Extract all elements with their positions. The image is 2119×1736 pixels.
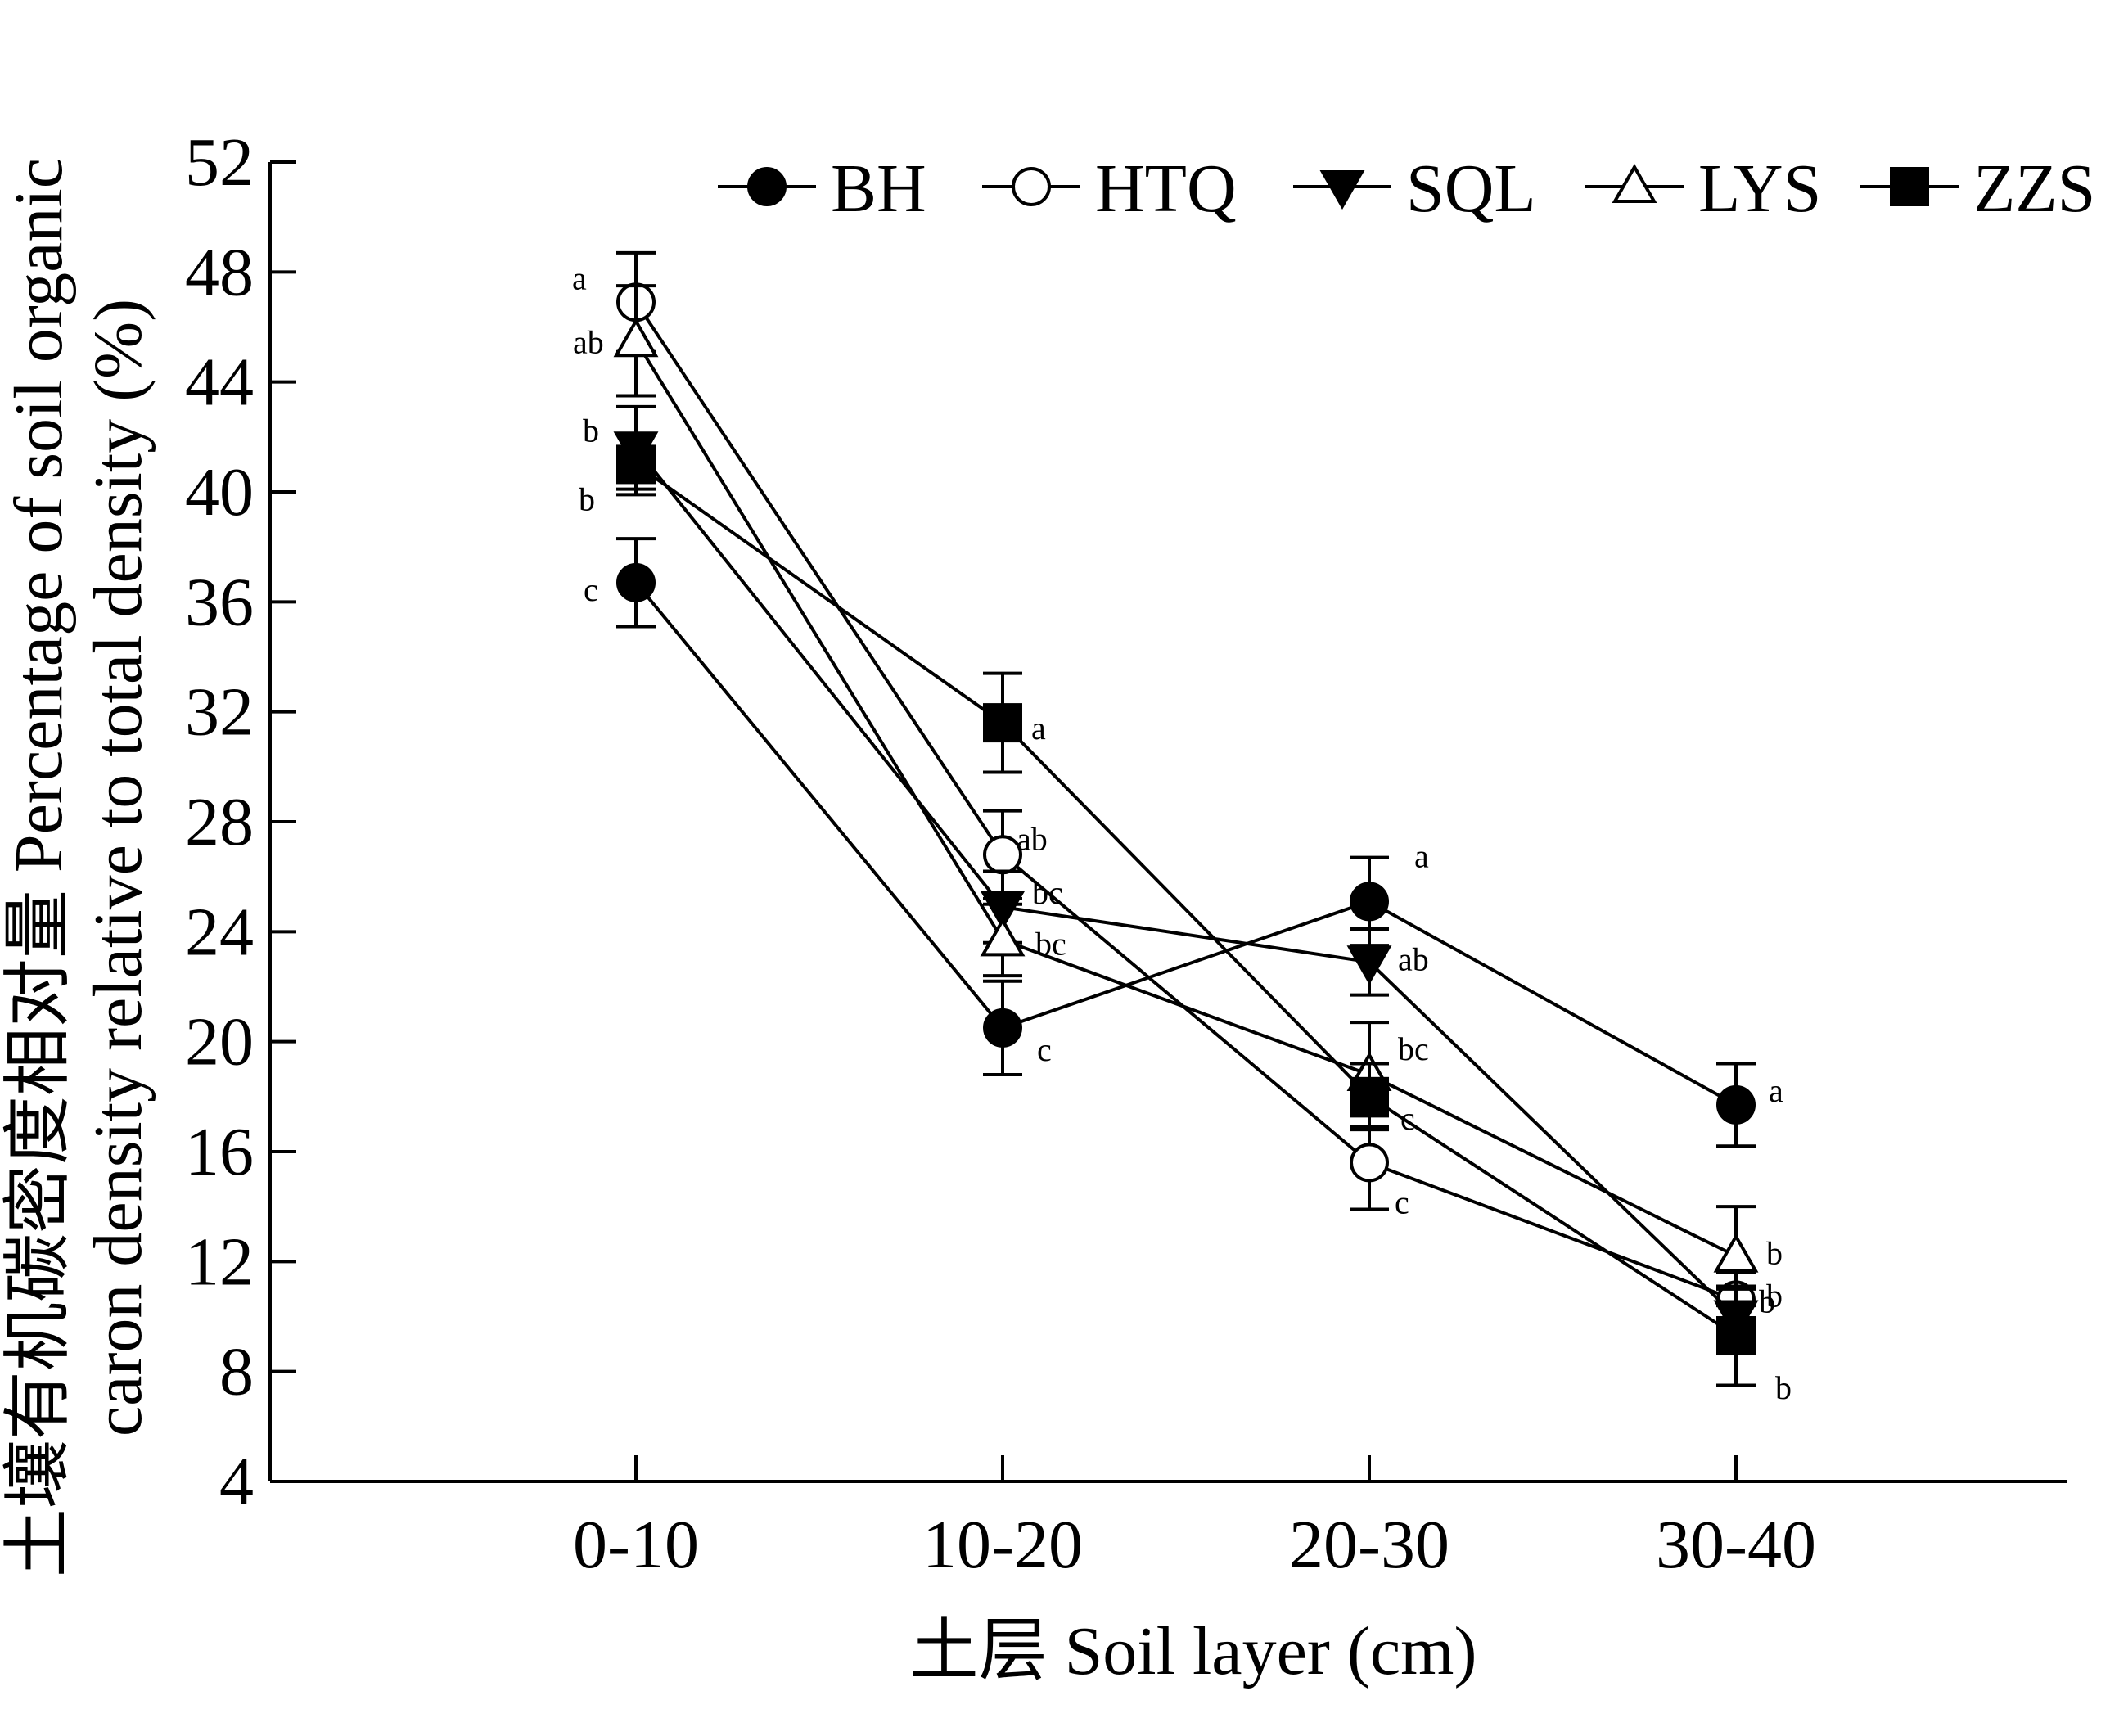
series-line-SQL (634, 447, 1738, 1318)
sig-label-HTQ-2: c (1395, 1184, 1409, 1220)
sig-label-LYS-1: bc (1035, 925, 1066, 962)
x-tick-label-30-40: 30-40 (1656, 1507, 1816, 1583)
series-line-BH (634, 581, 1737, 1107)
legend-marker-ZZS (1890, 167, 1929, 206)
y-tick-label-44: 44 (185, 345, 254, 421)
point-ZZS-3 (1716, 1316, 1756, 1356)
point-SQL-2 (1346, 945, 1392, 985)
x-axis-title: 土层 Soil layer (cm) (910, 1613, 1477, 1689)
legend-item-SQL: SQL (1293, 151, 1536, 227)
legend-item-HTQ: HTQ (982, 151, 1237, 227)
series-line-ZZS (634, 462, 1738, 1337)
legend-item-LYS: LYS (1585, 151, 1821, 227)
legend-marker-SQL (1319, 170, 1365, 210)
sig-label-BH-2: a (1414, 837, 1429, 874)
point-ZZS-1 (983, 703, 1022, 743)
y-tick-label-48: 48 (185, 234, 254, 310)
sig-label-BH-3: a (1769, 1072, 1783, 1109)
sig-label-SQL-2: ab (1398, 940, 1429, 977)
sig-label-ZZS-1: a (1031, 710, 1046, 746)
y-axis-title-line-1: 土壤有机碳密度相对量 Percentage of soil organic (1, 158, 77, 1577)
x-tick-label-10-20: 10-20 (922, 1507, 1083, 1583)
point-HTQ-2 (1350, 1143, 1389, 1183)
sig-label-SQL-3: b (1759, 1283, 1775, 1320)
sig-label-ZZS-0: b (579, 480, 595, 517)
sig-label-LYS-0: ab (573, 323, 604, 360)
y-axis-title-line-2: caron density relative to total density … (80, 299, 156, 1436)
sig-label-LYS-3: b (1766, 1235, 1783, 1272)
sig-label-LYS-2: bc (1398, 1030, 1429, 1067)
y-tick-label-28: 28 (185, 784, 254, 860)
legend-item-ZZS: ZZS (1860, 151, 2095, 227)
legend-label-SQL: SQL (1406, 151, 1536, 227)
y-tick-label-52: 52 (185, 124, 254, 201)
legend-label-ZZS: ZZS (1973, 151, 2095, 227)
point-LYS-3 (1713, 1233, 1759, 1273)
sig-label-BH-1: c (1037, 1031, 1052, 1068)
x-tick-label-20-30: 20-30 (1289, 1507, 1449, 1583)
y-tick-label-40: 40 (185, 454, 254, 530)
series-line-HTQ (634, 301, 1737, 1302)
y-tick-label-32: 32 (185, 674, 254, 751)
legend: BH HTQ SQL LYS ZZS (718, 151, 2095, 227)
legend-marker-BH (747, 167, 787, 206)
sig-label-SQL-1: bc (1032, 874, 1063, 911)
sig-label-SQL-0: b (583, 412, 599, 449)
y-tick-label-20: 20 (185, 1004, 254, 1080)
x-tick-label-0-10: 0-10 (573, 1507, 699, 1583)
y-tick-label-4: 4 (219, 1444, 254, 1520)
legend-item-BH: BH (718, 151, 926, 227)
point-HTQ-1 (983, 835, 1022, 875)
legend-marker-LYS (1612, 163, 1657, 203)
series-SQL: b bc ab b (583, 404, 1775, 1346)
point-ZZS-0 (616, 444, 656, 485)
legend-label-HTQ: HTQ (1095, 151, 1237, 227)
point-LYS-1 (980, 917, 1026, 957)
point-BH-1 (983, 1008, 1022, 1048)
sig-label-ZZS-2: c (1400, 1100, 1415, 1137)
point-LYS-0 (613, 318, 659, 358)
y-tick-label-36: 36 (185, 564, 254, 640)
y-tick-label-12: 12 (185, 1224, 254, 1300)
point-BH-0 (616, 562, 656, 602)
y-tick-label-24: 24 (185, 894, 254, 970)
sig-label-ZZS-3: b (1775, 1369, 1792, 1406)
point-BH-2 (1350, 882, 1389, 922)
series-BH: c c a a (584, 537, 1783, 1148)
series-line-LYS (634, 340, 1737, 1258)
sig-label-HTQ-1: ab (1017, 820, 1048, 857)
point-BH-3 (1716, 1084, 1756, 1125)
sig-label-HTQ-0: a (572, 259, 587, 296)
legend-label-LYS: LYS (1698, 151, 1821, 227)
y-tick-label-8: 8 (219, 1334, 254, 1410)
sig-label-HTQ-3: b (1766, 1277, 1783, 1314)
legend-label-BH: BH (831, 151, 926, 227)
legend-marker-HTQ (1012, 167, 1051, 206)
y-tick-label-16: 16 (185, 1114, 254, 1190)
point-ZZS-2 (1350, 1076, 1389, 1116)
sig-label-BH-0: c (584, 571, 598, 608)
series-ZZS: b a c b (579, 432, 1792, 1406)
